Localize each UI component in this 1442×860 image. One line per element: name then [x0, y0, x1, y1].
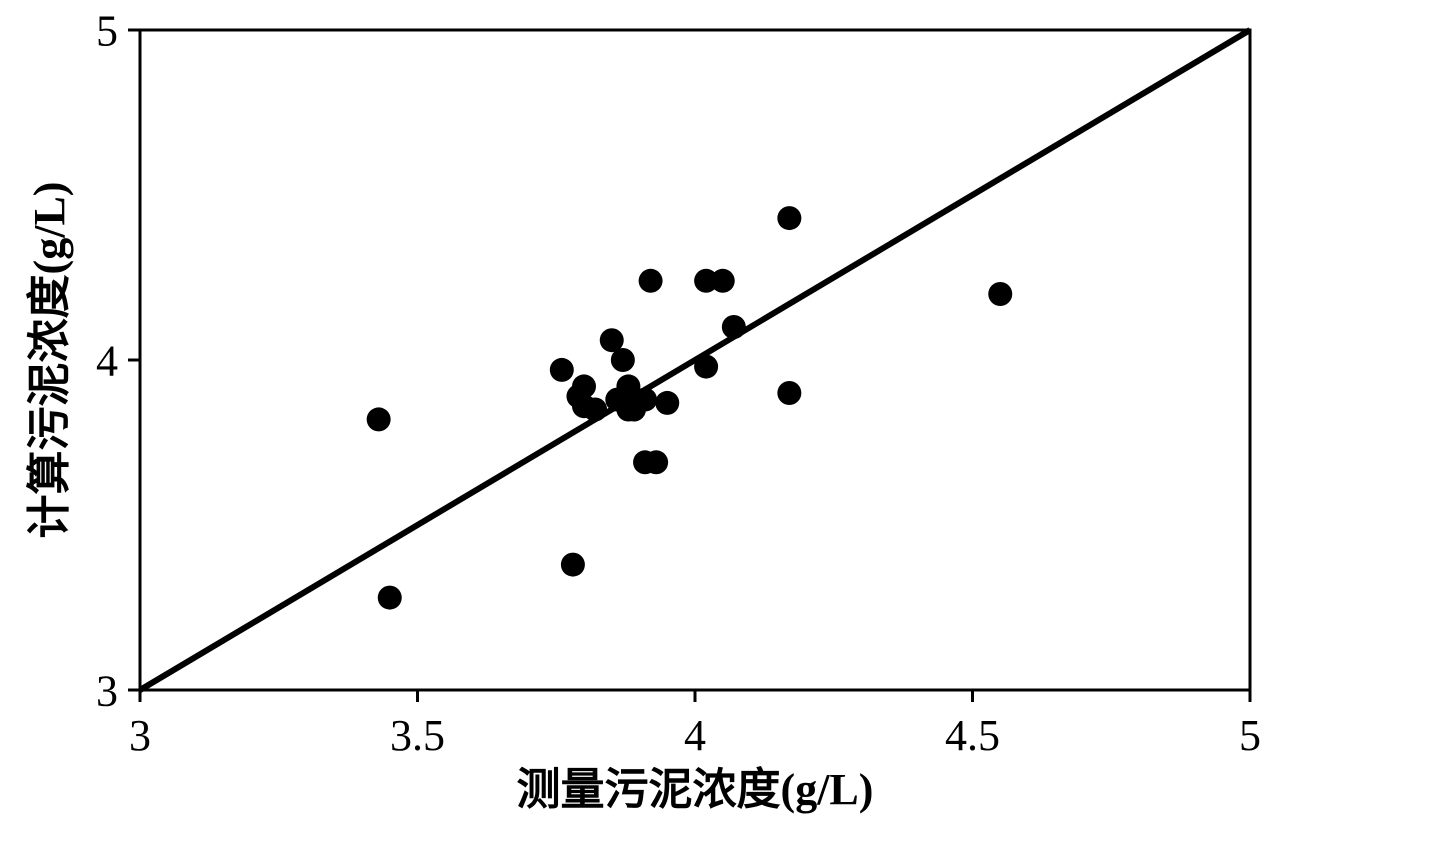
data-point	[777, 381, 801, 405]
y-tick-label: 3	[96, 666, 118, 715]
data-point	[988, 282, 1012, 306]
data-point	[561, 553, 585, 577]
data-point	[378, 586, 402, 610]
x-tick-label: 4.5	[945, 711, 1000, 760]
chart-background	[0, 0, 1442, 860]
x-tick-label: 3	[129, 711, 151, 760]
data-point	[711, 269, 735, 293]
y-axis-title: 计算污泥浓度(g/L)	[25, 182, 74, 539]
data-point	[644, 450, 668, 474]
data-point	[722, 315, 746, 339]
data-point	[639, 269, 663, 293]
data-point	[367, 407, 391, 431]
data-point	[583, 398, 607, 422]
data-point	[611, 348, 635, 372]
x-tick-label: 5	[1239, 711, 1261, 760]
y-tick-label: 4	[96, 336, 118, 385]
x-tick-label: 4	[684, 711, 706, 760]
data-point	[694, 355, 718, 379]
y-tick-label: 5	[96, 6, 118, 55]
chart-svg: 3 3.5 4 4.5 5 3 4 5 测量污泥浓度(g/L) 计算污泥浓度(g/L)	[0, 0, 1442, 860]
x-tick-label: 3.5	[390, 711, 445, 760]
x-axis-title: 测量污泥浓度(g/L)	[517, 765, 874, 814]
data-point	[550, 358, 574, 382]
data-point	[777, 206, 801, 230]
scatter-chart: { "chart": { "type": "scatter", "canvas"…	[0, 0, 1442, 860]
data-point	[633, 388, 657, 412]
data-point	[655, 391, 679, 415]
